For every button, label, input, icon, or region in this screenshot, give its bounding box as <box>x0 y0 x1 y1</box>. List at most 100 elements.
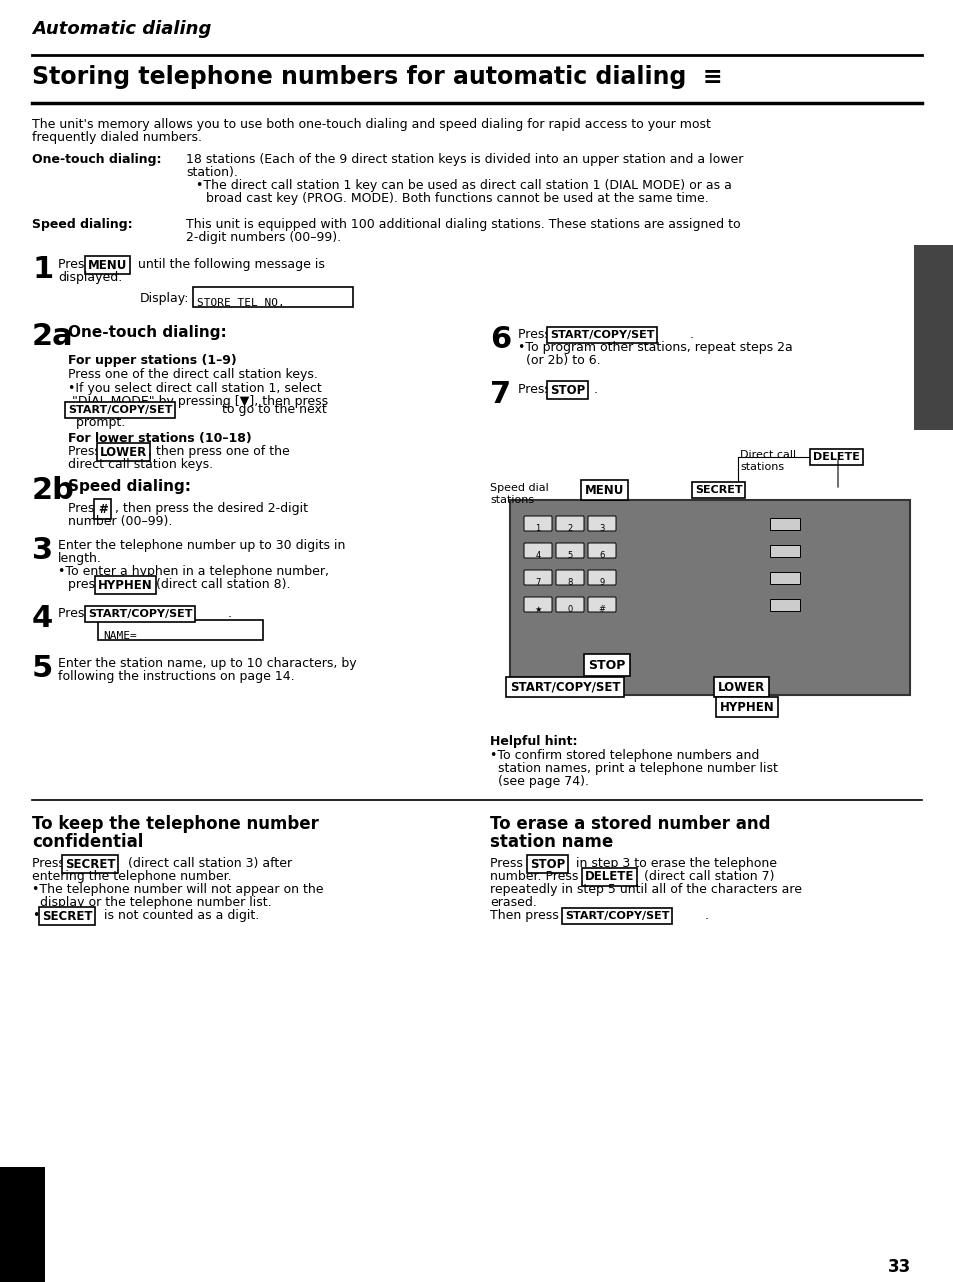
Text: 4: 4 <box>535 551 540 560</box>
Text: Press: Press <box>490 856 526 870</box>
Text: SECRET: SECRET <box>65 858 115 870</box>
Text: 2: 2 <box>567 524 572 533</box>
Text: 7: 7 <box>490 379 511 409</box>
Text: 2b: 2b <box>32 476 74 505</box>
Text: repeatedly in step 5 until all of the characters are: repeatedly in step 5 until all of the ch… <box>490 883 801 896</box>
Text: DELETE: DELETE <box>584 870 634 883</box>
Text: length.: length. <box>58 553 102 565</box>
FancyBboxPatch shape <box>587 597 616 612</box>
Text: Press: Press <box>517 383 555 396</box>
Text: Enter the telephone number up to 30 digits in: Enter the telephone number up to 30 digi… <box>58 538 345 553</box>
Text: .: . <box>704 909 708 922</box>
Text: Helpful hint:: Helpful hint: <box>490 735 577 747</box>
Text: .: . <box>594 383 598 396</box>
Text: Press one of the direct call station keys.: Press one of the direct call station key… <box>68 368 317 381</box>
Text: •The direct call station 1 key can be used as direct call station 1 (DIAL MODE) : •The direct call station 1 key can be us… <box>195 179 731 192</box>
Text: (see page 74).: (see page 74). <box>490 776 588 788</box>
Text: number. Press: number. Press <box>490 870 581 883</box>
Text: 1: 1 <box>535 524 540 533</box>
Text: The unit's memory allows you to use both one-touch dialing and speed dialing for: The unit's memory allows you to use both… <box>32 118 710 131</box>
FancyBboxPatch shape <box>523 570 552 585</box>
Text: MENU: MENU <box>584 483 623 496</box>
Text: STOP: STOP <box>587 659 625 672</box>
Text: station).: station). <box>186 165 237 179</box>
Text: Press: Press <box>68 503 105 515</box>
Text: START/COPY/SET: START/COPY/SET <box>564 912 669 920</box>
Text: broad cast key (PROG. MODE). Both functions cannot be used at the same time.: broad cast key (PROG. MODE). Both functi… <box>206 192 708 205</box>
Text: in step 3 to erase the telephone: in step 3 to erase the telephone <box>572 856 776 870</box>
Text: Press: Press <box>517 328 555 341</box>
Text: , then press the desired 2-digit: , then press the desired 2-digit <box>115 503 308 515</box>
Bar <box>769 518 800 529</box>
Text: 33: 33 <box>887 1258 911 1276</box>
Text: stations: stations <box>740 462 783 472</box>
Text: NAME=: NAME= <box>103 631 136 641</box>
Text: This unit is equipped with 100 additional dialing stations. These stations are a: This unit is equipped with 100 additiona… <box>186 218 740 231</box>
Text: To keep the telephone number: To keep the telephone number <box>32 815 318 833</box>
Text: •To confirm stored telephone numbers and: •To confirm stored telephone numbers and <box>490 749 759 762</box>
Text: entering the telephone number.: entering the telephone number. <box>32 870 232 883</box>
Text: frequently dialed numbers.: frequently dialed numbers. <box>32 131 202 144</box>
Text: •: • <box>32 909 39 922</box>
Text: (or 2b) to 6.: (or 2b) to 6. <box>517 354 600 367</box>
Text: START/COPY/SET: START/COPY/SET <box>68 405 172 415</box>
Text: displayed.: displayed. <box>58 271 122 285</box>
Text: Speed dialing:: Speed dialing: <box>68 479 191 494</box>
Text: LOWER: LOWER <box>100 446 147 459</box>
Text: until the following message is: until the following message is <box>133 258 325 271</box>
FancyBboxPatch shape <box>556 597 583 612</box>
Text: Press: Press <box>32 856 69 870</box>
Text: START/COPY/SET: START/COPY/SET <box>510 681 619 694</box>
Text: press: press <box>68 578 106 591</box>
Text: •To program other stations, repeat steps 2a: •To program other stations, repeat steps… <box>517 341 792 354</box>
Text: (direct call station 8).: (direct call station 8). <box>152 578 291 591</box>
Text: SECRET: SECRET <box>42 909 92 923</box>
Text: 9: 9 <box>598 578 604 587</box>
Text: erased.: erased. <box>490 896 537 909</box>
Text: 8: 8 <box>567 578 572 587</box>
Text: 5: 5 <box>32 654 53 683</box>
FancyBboxPatch shape <box>587 570 616 585</box>
Text: (direct call station 3) after: (direct call station 3) after <box>124 856 292 870</box>
Text: LOWER: LOWER <box>718 681 764 694</box>
Text: Direct call: Direct call <box>740 450 796 460</box>
Text: station names, print a telephone number list: station names, print a telephone number … <box>490 762 777 776</box>
Bar <box>0 1167 45 1282</box>
Text: Press: Press <box>58 606 94 620</box>
Text: #: # <box>598 605 605 614</box>
FancyBboxPatch shape <box>587 515 616 531</box>
Text: "DIAL MODE" by pressing [▼], then press: "DIAL MODE" by pressing [▼], then press <box>68 395 328 408</box>
Text: Press: Press <box>58 258 94 271</box>
Text: 3: 3 <box>598 524 604 533</box>
FancyBboxPatch shape <box>556 570 583 585</box>
Text: Then press: Then press <box>490 909 562 922</box>
FancyBboxPatch shape <box>523 544 552 558</box>
Bar <box>769 599 800 612</box>
Text: Speed dialing:: Speed dialing: <box>32 218 132 231</box>
Text: STOP: STOP <box>550 383 584 396</box>
Text: 1: 1 <box>32 255 53 285</box>
Text: Enter the station name, up to 10 characters, by: Enter the station name, up to 10 charact… <box>58 656 356 670</box>
Text: Press: Press <box>68 445 105 458</box>
Text: 0: 0 <box>567 605 572 614</box>
Text: 2a: 2a <box>32 322 73 351</box>
Text: To erase a stored number and: To erase a stored number and <box>490 815 770 833</box>
Text: .: . <box>228 606 232 620</box>
Text: .: . <box>689 328 693 341</box>
Text: •To enter a hyphen in a telephone number,: •To enter a hyphen in a telephone number… <box>58 565 329 578</box>
Bar <box>510 500 909 695</box>
Text: One-touch dialing:: One-touch dialing: <box>32 153 161 165</box>
Text: •The telephone number will not appear on the: •The telephone number will not appear on… <box>32 883 323 896</box>
Text: confidential: confidential <box>32 833 143 851</box>
Text: For lower stations (10–18): For lower stations (10–18) <box>68 432 252 445</box>
Text: 6: 6 <box>490 326 511 354</box>
Text: (direct call station 7): (direct call station 7) <box>639 870 774 883</box>
Bar <box>769 545 800 556</box>
Text: Automatic dialing: Automatic dialing <box>32 21 212 38</box>
Text: following the instructions on page 14.: following the instructions on page 14. <box>58 670 294 683</box>
Text: DELETE: DELETE <box>812 453 859 462</box>
Text: 18 stations (Each of the 9 direct station keys is divided into an upper station : 18 stations (Each of the 9 direct statio… <box>186 153 742 165</box>
Text: Display:: Display: <box>140 292 190 305</box>
FancyBboxPatch shape <box>587 544 616 558</box>
Text: START/COPY/SET: START/COPY/SET <box>550 329 654 340</box>
